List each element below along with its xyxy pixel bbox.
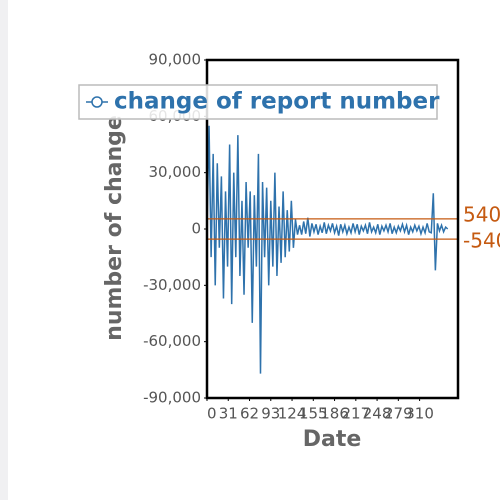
x-tick-label: 124 <box>278 405 307 423</box>
plot-frame <box>205 58 460 400</box>
x-tick-label: 217 <box>341 405 370 423</box>
plot <box>207 125 449 374</box>
x-tick-label: 279 <box>384 405 413 423</box>
legend-marker <box>91 96 103 108</box>
y-axis-title: number of change <box>102 115 127 341</box>
legend-box <box>78 84 438 120</box>
x-tick-label: 155 <box>299 405 328 423</box>
y-tick-label: 0 <box>191 220 201 238</box>
y-tick-label: -30,000 <box>143 276 201 294</box>
x-tick-label: 248 <box>363 405 392 423</box>
y-tick-label: 90,000 <box>149 51 202 69</box>
y-tick-label: -90,000 <box>143 389 201 407</box>
reference-label: -5400 <box>463 229 500 253</box>
x-tick-label: 186 <box>320 405 349 423</box>
reference-label: 5400 <box>463 202 500 226</box>
x-tick-label: 93 <box>261 405 280 423</box>
x-tick-label: 62 <box>240 405 259 423</box>
legend-label: change of report number <box>114 89 440 115</box>
y-tick-label: -60,000 <box>143 332 201 350</box>
y-tick-label: 30,000 <box>149 163 202 181</box>
side-strip <box>0 0 8 500</box>
x-tick-label: 310 <box>405 405 434 423</box>
x-tick-label: 31 <box>219 405 238 423</box>
x-axis-title: Date <box>303 427 362 452</box>
x-tick-label: 0 <box>207 405 217 423</box>
data-line <box>207 125 449 374</box>
